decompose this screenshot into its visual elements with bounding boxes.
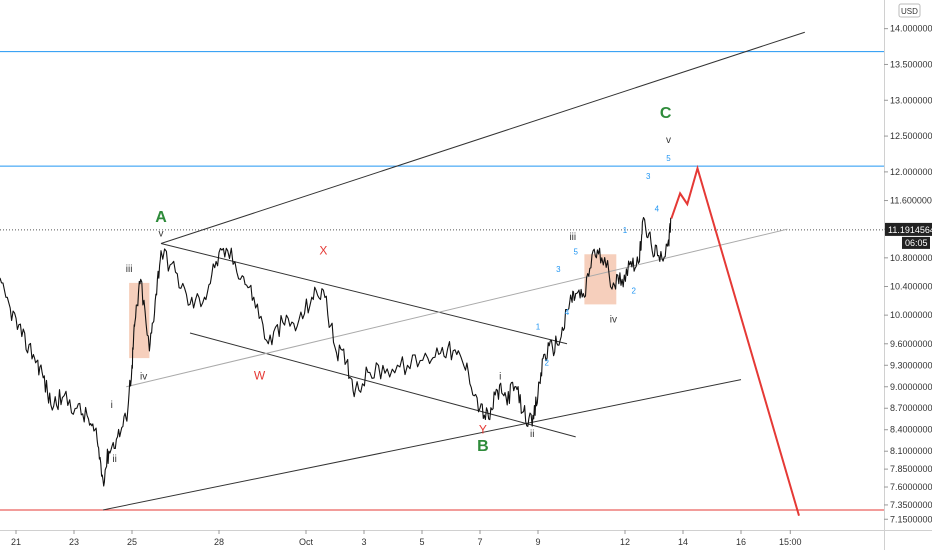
y-tick-label: 12.00000000: [890, 167, 932, 177]
wave-label: 4: [565, 308, 570, 317]
x-tick-label: 5: [419, 537, 424, 547]
x-tick-label: 7: [477, 537, 482, 547]
trendline: [160, 31, 805, 244]
x-tick-label: 12: [620, 537, 630, 547]
x-tick-label: 15:00: [779, 537, 802, 547]
y-tick-label: 8.40000000: [890, 425, 932, 435]
trendline: [102, 379, 742, 511]
wave-label: C: [660, 105, 672, 122]
countdown-label: 06:05: [905, 238, 928, 248]
x-tick-label: 9: [535, 537, 540, 547]
y-tick-label: 14.00000000: [890, 24, 932, 34]
wave-label: 5: [666, 154, 671, 163]
x-tick-label: 21: [11, 537, 21, 547]
wave-label: v: [159, 228, 164, 239]
wave-label: ii: [530, 429, 534, 440]
wave-label: X: [319, 243, 327, 257]
x-tick-label: 28: [214, 537, 224, 547]
y-tick-label: 9.30000000: [890, 360, 932, 370]
wave-label: B: [477, 438, 489, 455]
wave-label: 2: [631, 287, 636, 296]
y-tick-label: 10.40000000: [890, 281, 932, 291]
x-tick-label: 25: [127, 537, 137, 547]
y-tick-label: 13.50000000: [890, 59, 932, 69]
wave-label: 5: [573, 247, 578, 256]
y-tick-label: 7.60000000: [890, 482, 932, 492]
trendline: [189, 332, 576, 438]
y-tick-label: 8.70000000: [890, 403, 932, 413]
currency-label: USD: [901, 7, 918, 16]
wave-label: i: [111, 400, 113, 411]
wave-label: Y: [479, 422, 487, 436]
y-tick-label: 7.85000000: [890, 464, 932, 474]
x-tick-label: 23: [69, 537, 79, 547]
y-tick-label: 12.50000000: [890, 131, 932, 141]
wave-label: W: [254, 369, 266, 383]
current-price-label: 11.19145645: [888, 225, 932, 235]
wave-label: 1: [623, 226, 628, 235]
x-tick-label: Oct: [299, 537, 314, 547]
current-price-tag: [885, 222, 932, 236]
horizontal-levels: [0, 51, 884, 511]
y-tick-label: 10.80000000: [890, 253, 932, 263]
y-tick-label: 13.00000000: [890, 95, 932, 105]
price-line: [0, 216, 672, 487]
y-tick-label: 9.00000000: [890, 382, 932, 392]
wave-label: ii: [112, 454, 116, 465]
wave-label: A: [155, 209, 167, 226]
trendline: [160, 243, 568, 345]
trendlines: [102, 31, 805, 511]
countdown-tag: [902, 236, 930, 249]
wave-label: iv: [610, 314, 617, 325]
y-tick-label: 7.15000000: [890, 514, 932, 524]
currency-badge[interactable]: [898, 3, 921, 18]
wave-label: 1: [536, 322, 541, 331]
trendline: [126, 228, 788, 388]
x-tick-label: 3: [361, 537, 366, 547]
wave-label: iv: [140, 372, 147, 383]
y-tick-label: 7.35000000: [890, 500, 932, 510]
wave-label: 2: [544, 358, 549, 367]
y-tick-label: 8.10000000: [890, 446, 932, 456]
x-tick-label: 14: [678, 537, 688, 547]
price-series: [0, 164, 800, 516]
y-tick-label: 11.60000000: [890, 196, 932, 206]
wave-label: iii: [569, 232, 576, 243]
y-tick-label: 9.60000000: [890, 339, 932, 349]
wave-label: v: [666, 135, 671, 146]
wave-label: 4: [655, 204, 660, 213]
projection-line: [670, 164, 800, 516]
wave-label: i: [499, 372, 501, 383]
wave-label: 3: [646, 172, 651, 181]
wave-label: iii: [126, 264, 133, 275]
y-tick-label: 10.00000000: [890, 310, 932, 320]
wave-label: 3: [556, 265, 561, 274]
x-tick-label: 16: [736, 537, 746, 547]
